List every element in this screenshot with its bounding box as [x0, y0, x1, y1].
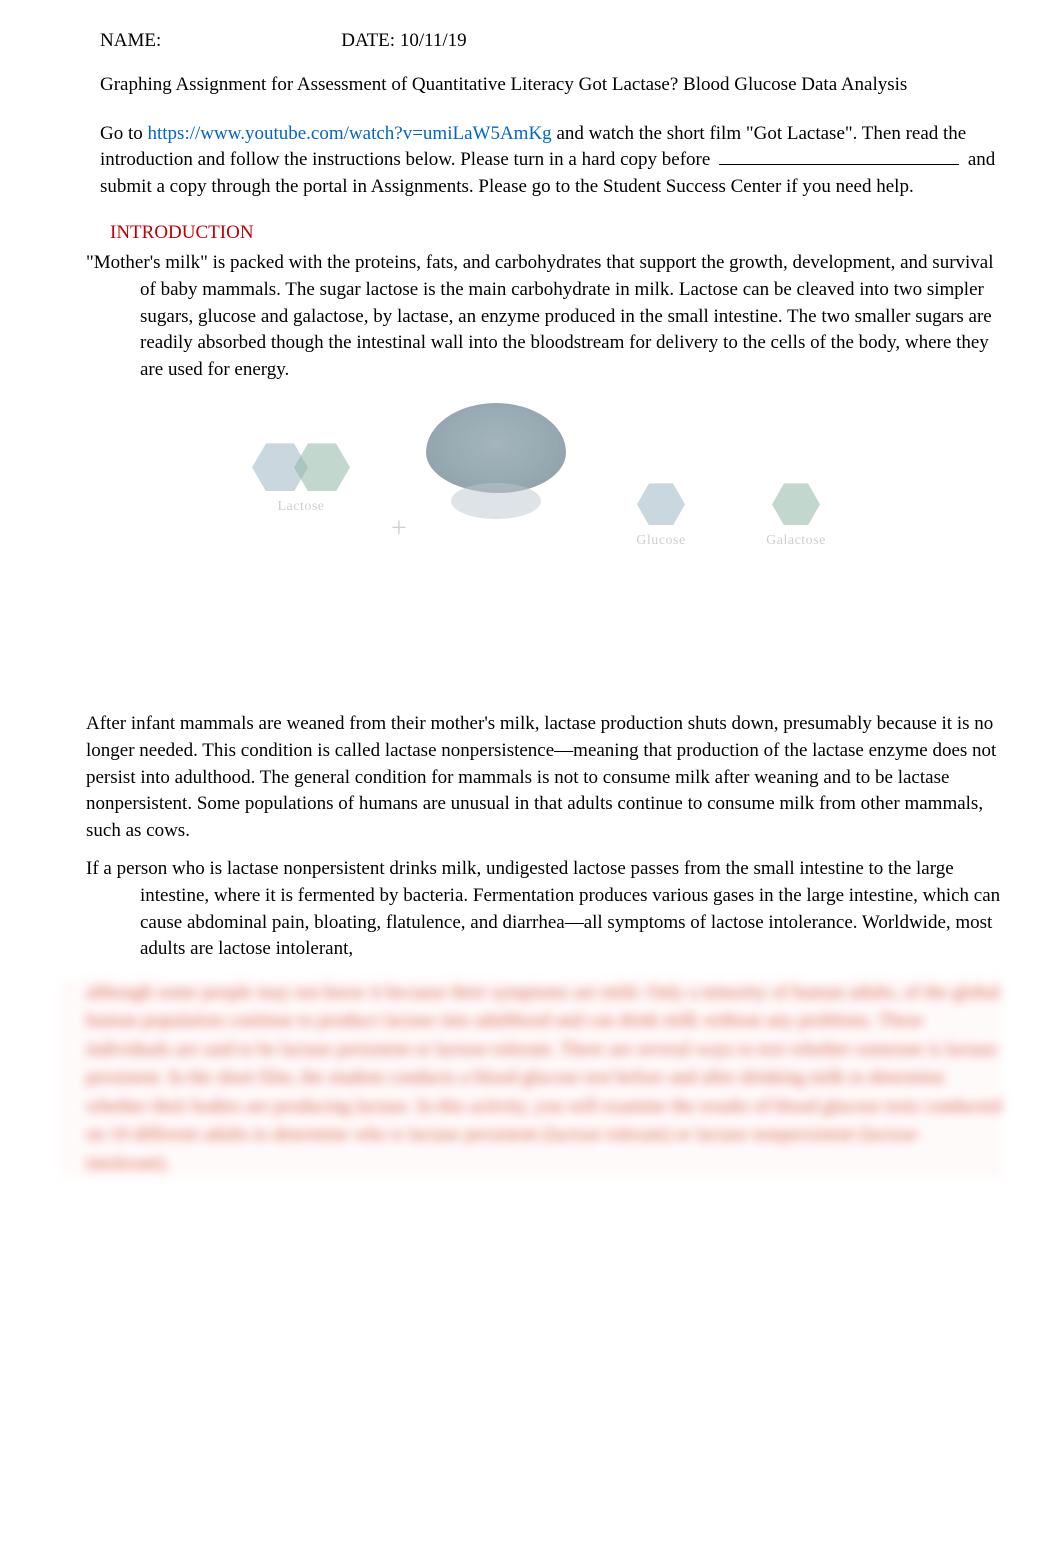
- caption-galactose: Galactose: [741, 533, 851, 549]
- caption-lactose: Lactose: [231, 499, 371, 515]
- figure-glucose: Glucose: [611, 483, 711, 549]
- figure-plus: +: [391, 513, 407, 545]
- date-label: DATE:: [341, 30, 395, 51]
- hex-glucose-icon: [637, 483, 685, 525]
- assignment-title: Graphing Assignment for Assessment of Qu…: [60, 72, 1002, 99]
- date-value: 10/11/19: [400, 30, 467, 51]
- figure-enzyme: [421, 403, 571, 581]
- intro-paragraph-3: If a person who is lactase nonpersistent…: [60, 856, 1002, 962]
- intro-paragraph-1: "Mother's milk" is packed with the prote…: [60, 250, 1002, 383]
- section-heading-introduction: INTRODUCTION: [60, 222, 1002, 244]
- name-label: NAME:: [100, 30, 161, 52]
- intro-paragraph-2: After infant mammals are weaned from the…: [60, 711, 1002, 844]
- figure-galactose: Galactose: [741, 483, 851, 549]
- figure-lactose: Lactose: [231, 443, 371, 515]
- due-date-blank[interactable]: [719, 164, 959, 165]
- enzyme-blob-icon: [426, 403, 566, 493]
- hex-galactose-icon: [772, 483, 820, 525]
- caption-glucose: Glucose: [611, 533, 711, 549]
- instructions-prefix: Go to: [100, 123, 148, 144]
- lactose-diagram: Lactose + Glucose Galactose: [211, 403, 851, 683]
- youtube-link[interactable]: https://www.youtube.com/watch?v=umiLaW5A…: [148, 123, 552, 144]
- date-block: DATE: 10/11/19: [341, 30, 466, 52]
- blurred-locked-content: although some people may not know it bec…: [60, 979, 1002, 1179]
- instructions-paragraph: Go to https://www.youtube.com/watch?v=um…: [60, 121, 1002, 201]
- hex-galactose-part-icon: [294, 443, 350, 491]
